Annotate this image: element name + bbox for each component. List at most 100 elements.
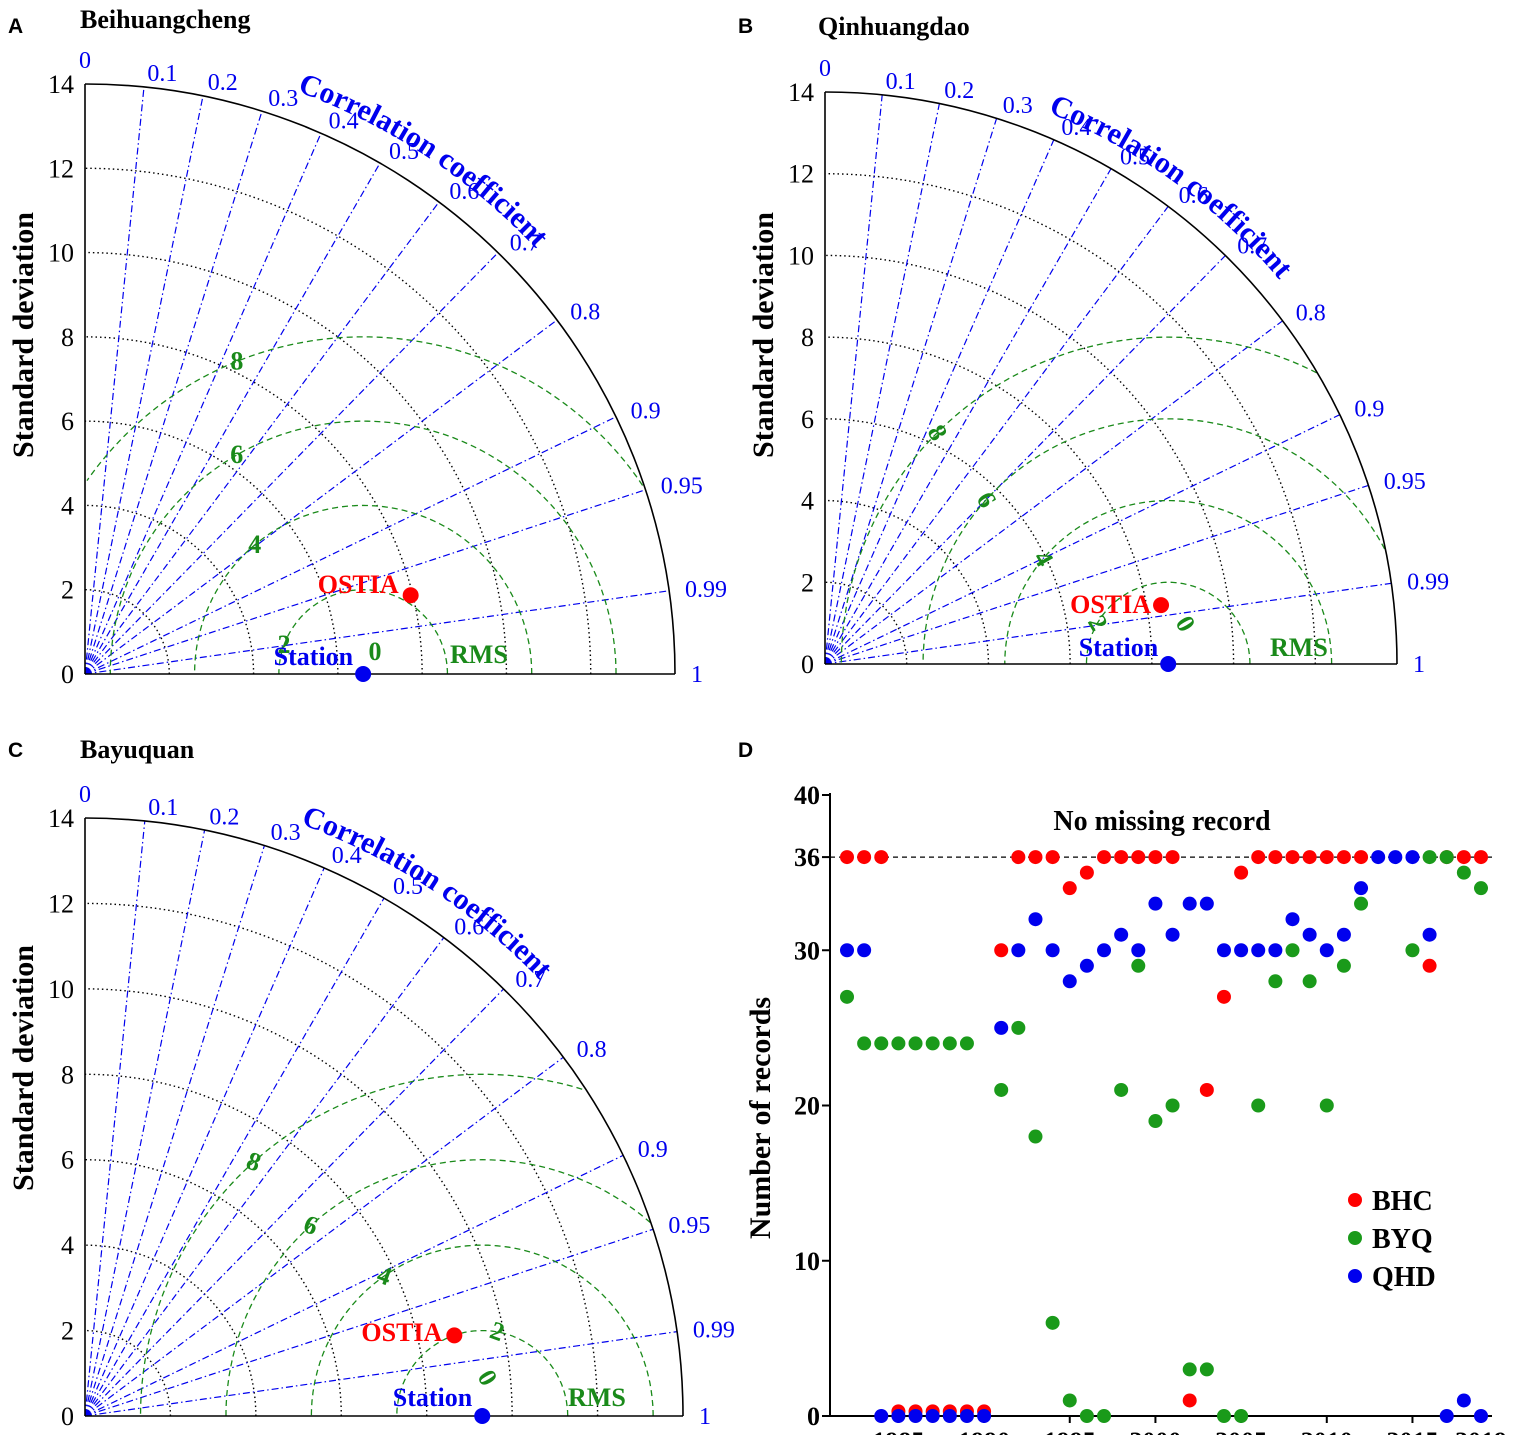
- point-bhc-1983: [857, 850, 872, 865]
- rms-label-2-a: 2: [277, 630, 290, 659]
- point-bhc-1997: [1097, 850, 1112, 865]
- panel-letter-d: D: [738, 739, 753, 762]
- legend-label-qhd: QHD: [1372, 1262, 1436, 1293]
- std-arc-8-a: [84, 336, 423, 675]
- rms-label-6-a: 6: [230, 440, 243, 469]
- point-qhd-2007: [1268, 943, 1283, 958]
- point-qhd-1984: [874, 1409, 889, 1423]
- corr-ray-0.9-b: [824, 414, 1341, 665]
- point-byq-1982: [840, 989, 854, 1004]
- point-qhd-1997: [1097, 943, 1112, 958]
- corr-tick-0.2-c: 0.2: [209, 804, 239, 830]
- point-bhc-1993: [1028, 850, 1043, 865]
- rms-label-4-c: 4: [373, 1260, 395, 1292]
- ostia-label-b: OSTIA: [1070, 590, 1151, 619]
- point-qhd-1998: [1114, 927, 1129, 942]
- point-bhc-2018: [1456, 850, 1471, 865]
- point-qhd-2004: [1216, 943, 1231, 958]
- rms-contour-6-c: [225, 1159, 651, 1416]
- point-bhc-1992: [1011, 850, 1026, 865]
- point-byq-2008: [1285, 943, 1300, 958]
- point-bhc-2008: [1285, 850, 1300, 865]
- std-arc-12-a: [84, 167, 592, 675]
- y-tick-10-d: 10: [794, 1247, 820, 1276]
- std-arc-4-b: [824, 499, 990, 665]
- corr-ray-0.7-b: [824, 255, 1226, 665]
- corr-ray-0.6-a: [84, 201, 440, 675]
- ylabel-b: Standard deviation: [747, 212, 780, 458]
- point-byq-2000: [1148, 1114, 1163, 1129]
- rms-contour-6-b: [922, 418, 1386, 664]
- corr-tick-0.3-a: 0.3: [268, 86, 298, 112]
- std-tick-0-a: 0: [61, 660, 74, 689]
- point-bhc-2007: [1268, 850, 1283, 865]
- corr-ray-0.99-c: [84, 1331, 678, 1417]
- point-byq-2006: [1251, 1098, 1266, 1113]
- corr-tick-0.95-a: 0.95: [661, 473, 703, 499]
- point-byq-1992: [1011, 1020, 1026, 1035]
- point-bhc-1995: [1062, 881, 1077, 896]
- corr-ray-0.7-c: [84, 988, 505, 1417]
- corr-tick-0.5-b: 0.5: [1120, 145, 1150, 171]
- corr-ray-0.1-a: [84, 86, 145, 675]
- panel-title-a: Beihuangcheng: [80, 5, 251, 34]
- corr-ray-0.4-c: [84, 867, 325, 1417]
- std-arc-6-a: [84, 420, 339, 675]
- point-bhc-2016: [1422, 958, 1437, 973]
- corr-ray-0.5-c: [84, 897, 385, 1417]
- station-point-c: [474, 1408, 491, 1424]
- corr-ray-0.6-b: [824, 206, 1169, 665]
- ostia-point-c: [446, 1327, 463, 1344]
- scatter-panel-d: D Number of records No missing record 0 1…: [738, 739, 1507, 1435]
- std-arc-4-a: [84, 504, 255, 675]
- corr-title-a: Correlation coefficient: [295, 67, 555, 253]
- taylor-grid-b: [824, 91, 1398, 665]
- point-qhd-1990: [977, 1409, 992, 1423]
- y-tick-36-d: 36: [794, 843, 820, 872]
- corr-tick-0.1-c: 0.1: [148, 795, 178, 821]
- point-qhd-1983: [857, 943, 872, 958]
- corr-title-b: Correlation coefficient: [1045, 88, 1299, 284]
- corr-ray-0.1-b: [824, 94, 883, 665]
- point-qhd-2013: [1371, 850, 1386, 865]
- point-byq-1996: [1079, 1409, 1094, 1423]
- corr-ray-0.6-c: [84, 937, 445, 1417]
- std-tick-6-b: 6: [801, 405, 814, 434]
- rms-label-2-c: 2: [486, 1316, 508, 1348]
- point-byq-1989: [959, 1036, 974, 1051]
- corr-tick-0.6-c: 0.6: [454, 914, 484, 940]
- corr-ray-0.2-a: [84, 95, 204, 675]
- legend-label-byq: BYQ: [1372, 1224, 1433, 1255]
- rms-label-8-a: 8: [230, 346, 243, 375]
- corr-tick-0.2-a: 0.2: [208, 70, 238, 96]
- std-arc-10-a: [84, 251, 508, 675]
- std-tick-6-c: 6: [61, 1146, 74, 1175]
- corr-ray-0.5-b: [824, 168, 1112, 665]
- point-qhd-1999: [1131, 943, 1146, 958]
- outer-arc-a: [84, 83, 676, 675]
- station-label-b: Station: [1079, 633, 1159, 662]
- std-tick-12-c: 12: [48, 889, 74, 918]
- ylabel-a: Standard deviation: [7, 212, 40, 458]
- point-qhd-2001: [1165, 927, 1180, 942]
- corr-tick-0.9-b: 0.9: [1354, 397, 1384, 423]
- point-byq-2007: [1268, 974, 1283, 989]
- rms-label-c: RMS: [568, 1383, 626, 1412]
- point-bhc-2006: [1251, 850, 1266, 865]
- point-qhd-1993: [1028, 912, 1043, 927]
- legend-marker-qhd: [1348, 1269, 1362, 1283]
- corr-ray-0.95-c: [84, 1228, 654, 1417]
- corr-title-path-a: [297, 91, 668, 462]
- corr-tick-0.3-b: 0.3: [1003, 93, 1033, 119]
- corr-tick-0.99-b: 0.99: [1407, 569, 1449, 595]
- point-byq-2005: [1234, 1409, 1249, 1423]
- taylor-grid-c: [84, 817, 684, 1417]
- rms-label-4-b: 4: [1028, 546, 1060, 572]
- corr-tick-0.1-b: 0.1: [886, 69, 916, 95]
- point-byq-1984: [874, 1036, 889, 1051]
- std-arc-10-c: [84, 988, 513, 1417]
